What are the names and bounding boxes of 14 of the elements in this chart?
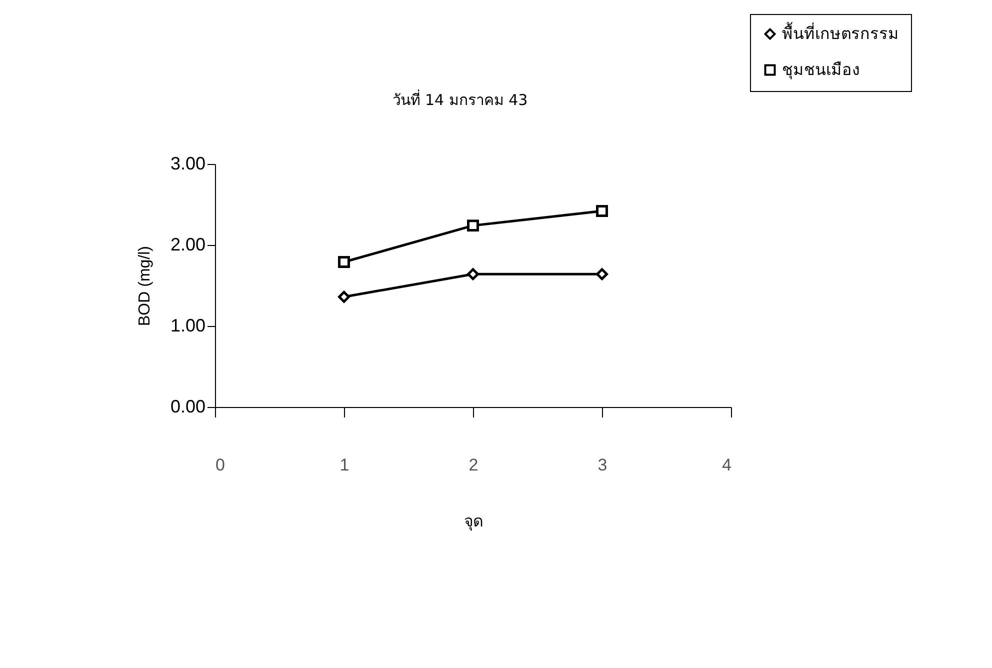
y-axis-title: BOD (mg/l) <box>136 246 154 326</box>
y-tick-label: 3.00 <box>170 154 206 174</box>
y-tick-label: 1.00 <box>170 316 206 336</box>
x-axis-title: จุด <box>464 512 483 532</box>
x-tick-label: 0 <box>216 456 225 474</box>
x-tick-label: 3 <box>598 456 608 474</box>
y-tick-label: 2.00 <box>170 234 206 254</box>
x-tick-label: 2 <box>468 456 478 474</box>
legend-label: พื้นที่เกษตรกรรม <box>782 22 899 43</box>
legend-label: ชุมชนเมือง <box>782 60 860 80</box>
x-tick-label: 4 <box>722 456 732 474</box>
y-tick-label: 0.00 <box>170 396 206 416</box>
chart-title: วันที่ 14 มกราคม 43 <box>391 88 529 111</box>
x-tick-label: 1 <box>340 456 350 474</box>
